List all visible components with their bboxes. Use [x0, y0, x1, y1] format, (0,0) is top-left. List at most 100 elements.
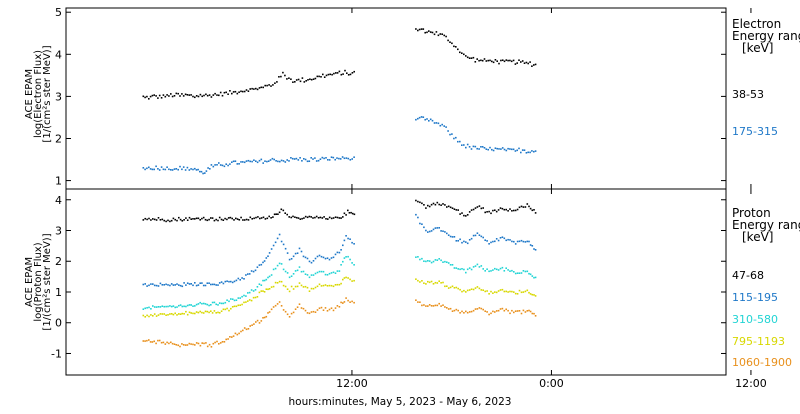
data-point-1-4-20 [179, 345, 181, 348]
data-point-0-1-126 [433, 122, 436, 124]
data-point-1-3-166 [516, 293, 519, 295]
proton-legend-title-1: Proton [732, 206, 771, 220]
data-point-1-0-172 [520, 205, 523, 208]
data-point-1-3-1 [144, 316, 146, 318]
data-point-0-1-24 [186, 166, 189, 169]
data-point-0-1-170 [516, 149, 518, 152]
data-point-1-4-8 [157, 339, 159, 342]
data-point-1-2-76 [282, 268, 285, 271]
data-point-0-0-54 [242, 90, 244, 93]
data-point-1-2-27 [192, 305, 194, 307]
data-point-1-0-33 [202, 216, 205, 219]
data-point-1-4-169 [522, 309, 525, 312]
data-point-1-1-9 [159, 282, 162, 285]
data-point-1-0-36 [208, 218, 210, 221]
data-point-0-1-144 [468, 146, 471, 148]
data-point-0-0-43 [221, 94, 224, 97]
data-point-0-1-114 [351, 158, 353, 160]
data-point-1-0-103 [330, 217, 333, 220]
data-point-1-2-98 [326, 274, 329, 276]
data-point-0-0-139 [463, 53, 465, 56]
data-point-0-0-31 [199, 93, 202, 96]
data-point-1-2-78 [286, 272, 289, 274]
data-point-1-2-83 [296, 269, 299, 272]
data-point-1-2-37 [210, 304, 212, 306]
data-point-0-0-41 [218, 94, 220, 97]
data-point-1-2-15 [170, 305, 173, 308]
data-point-0-1-98 [321, 156, 324, 159]
data-point-1-1-76 [282, 243, 285, 246]
data-point-1-4-45 [225, 338, 227, 341]
data-point-1-2-6 [153, 306, 156, 308]
data-point-1-2-96 [322, 270, 325, 273]
data-point-0-1-151 [481, 146, 484, 148]
data-point-1-4-9 [158, 339, 161, 342]
data-point-1-1-108 [345, 235, 347, 237]
data-point-1-2-165 [514, 272, 517, 275]
data-point-1-0-53 [238, 219, 241, 221]
data-point-1-4-65 [262, 317, 264, 319]
data-point-0-0-77 [286, 78, 288, 80]
data-point-1-0-43 [220, 218, 223, 221]
data-point-1-3-121 [430, 280, 433, 283]
data-point-1-4-154 [494, 311, 496, 313]
data-point-1-2-113 [415, 256, 417, 258]
data-point-1-0-91 [308, 215, 311, 218]
data-point-1-0-177 [529, 207, 532, 210]
electron-legend-title-1: Electron [732, 17, 781, 31]
data-point-1-2-144 [474, 265, 477, 267]
data-point-1-3-85 [300, 284, 303, 287]
data-point-1-3-134 [455, 286, 458, 289]
data-point-1-2-3 [148, 306, 150, 309]
data-point-0-1-162 [501, 147, 504, 149]
data-point-1-2-54 [241, 295, 243, 298]
data-point-1-3-3 [148, 315, 150, 318]
data-point-0-0-11 [162, 94, 165, 96]
data-point-1-2-158 [501, 266, 504, 269]
data-point-1-1-168 [520, 239, 523, 242]
data-point-1-1-151 [488, 243, 490, 245]
data-point-1-2-89 [308, 276, 311, 279]
data-point-1-3-47 [228, 309, 230, 312]
data-point-1-2-141 [468, 267, 471, 269]
data-point-1-4-114 [417, 301, 419, 303]
data-point-1-0-7 [155, 219, 158, 221]
data-point-0-1-145 [470, 148, 473, 150]
data-point-1-2-138 [463, 268, 465, 271]
data-point-1-1-8 [157, 285, 160, 287]
data-point-1-1-16 [172, 284, 175, 286]
data-point-0-1-1 [144, 168, 146, 171]
data-point-1-1-40 [215, 284, 217, 286]
data-point-0-1-68 [266, 160, 268, 163]
data-point-0-1-88 [303, 158, 305, 160]
data-point-1-0-154 [486, 211, 488, 213]
data-point-0-0-153 [489, 59, 491, 62]
data-point-1-2-143 [472, 266, 475, 268]
data-point-0-1-109 [341, 156, 344, 158]
data-point-1-1-128 [444, 231, 446, 233]
data-point-0-0-4 [149, 95, 152, 98]
data-point-1-4-138 [463, 312, 465, 314]
data-point-1-0-82 [292, 215, 294, 218]
data-point-1-2-72 [274, 267, 277, 270]
data-point-1-2-23 [185, 305, 187, 308]
data-point-1-0-31 [199, 219, 201, 221]
data-point-1-1-121 [430, 230, 433, 232]
data-point-0-0-76 [284, 74, 286, 77]
data-point-0-0-71 [274, 82, 276, 84]
data-point-1-1-131 [449, 235, 452, 238]
data-point-1-4-168 [520, 312, 523, 315]
data-point-0-0-159 [500, 59, 502, 62]
data-point-1-4-109 [347, 299, 349, 302]
data-point-1-4-94 [318, 307, 321, 309]
data-point-0-0-78 [288, 77, 290, 79]
data-point-1-2-67 [265, 278, 268, 281]
data-point-1-4-49 [232, 335, 235, 337]
data-point-0-0-36 [208, 94, 211, 96]
electron-legend-title-3: [keV] [742, 41, 773, 55]
data-point-1-4-127 [442, 304, 444, 306]
data-point-1-1-12 [165, 283, 167, 286]
data-point-1-2-59 [250, 289, 253, 291]
data-point-1-2-87 [304, 273, 307, 275]
